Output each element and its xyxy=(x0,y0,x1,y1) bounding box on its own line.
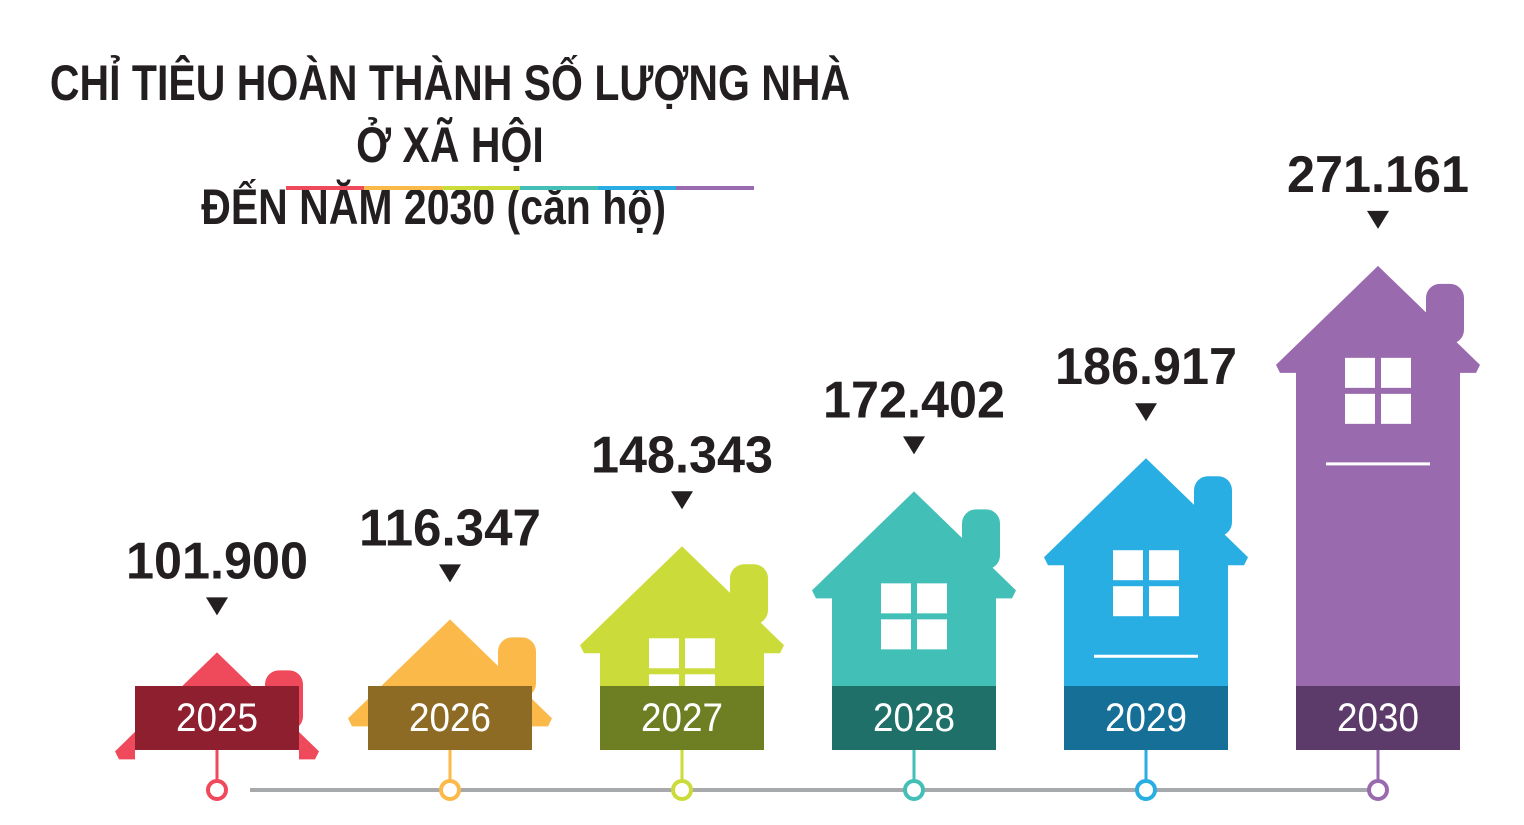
year-band xyxy=(600,686,764,750)
year-band xyxy=(135,686,299,750)
house-window-pane xyxy=(1113,550,1143,581)
year-label: 2028 xyxy=(873,696,955,740)
house-window-pane xyxy=(1381,357,1411,388)
house-window-pane xyxy=(453,747,483,778)
house-bar xyxy=(1276,265,1480,686)
title-underline-segment xyxy=(676,186,754,190)
down-arrow-icon xyxy=(439,564,461,583)
value-label: 186.917 xyxy=(1055,338,1237,396)
year-label: 2030 xyxy=(1337,696,1419,740)
house-window-pane xyxy=(1381,393,1411,424)
title-underline-segment xyxy=(598,186,676,190)
timeline-dot xyxy=(1367,779,1389,801)
title-underline-segment xyxy=(442,186,520,190)
down-arrow-icon xyxy=(671,491,693,510)
value-label: 101.900 xyxy=(126,532,308,590)
house-window-pane xyxy=(649,638,679,669)
timeline-dot xyxy=(671,779,693,801)
year-band xyxy=(1064,686,1228,750)
chart-title-line1: CHỈ TIÊU HOÀN THÀNH SỐ LƯỢNG NHÀ Ở XÃ HỘ… xyxy=(49,55,851,173)
timeline-dot xyxy=(206,779,228,801)
timeline-dot xyxy=(1135,779,1157,801)
title-underline-segment xyxy=(286,186,364,190)
house-window-pane xyxy=(881,619,911,650)
value-label: 116.347 xyxy=(359,499,541,557)
house-window-pane xyxy=(1149,550,1179,581)
down-arrow-icon xyxy=(1367,210,1389,229)
down-arrow-icon xyxy=(1135,403,1157,422)
house-window-pane xyxy=(881,583,911,614)
year-label: 2026 xyxy=(409,696,491,740)
year-band xyxy=(368,686,532,750)
year-label: 2027 xyxy=(641,696,723,740)
house-bar xyxy=(812,491,1016,686)
chart-title: CHỈ TIÊU HOÀN THÀNH SỐ LƯỢNG NHÀ Ở XÃ HỘ… xyxy=(40,52,860,238)
house-window-pane xyxy=(917,583,947,614)
down-arrow-icon xyxy=(903,436,925,455)
house-bar xyxy=(348,619,552,727)
house-window-pane xyxy=(417,747,447,778)
house-window-pane xyxy=(685,638,715,669)
house-bar xyxy=(580,546,784,686)
house-window-pane xyxy=(1345,357,1375,388)
value-label: 172.402 xyxy=(823,371,1005,429)
house-window-pane xyxy=(1149,586,1179,617)
timeline-dot xyxy=(903,779,925,801)
title-underline-segment xyxy=(520,186,598,190)
house-window-pane xyxy=(917,619,947,650)
value-label: 271.161 xyxy=(1287,146,1469,204)
year-label: 2025 xyxy=(176,696,258,740)
house-window-pane xyxy=(1113,586,1143,617)
year-band xyxy=(1296,686,1460,750)
title-underline-segment xyxy=(364,186,442,190)
house-window-pane xyxy=(1345,393,1375,424)
year-label: 2029 xyxy=(1105,696,1187,740)
down-arrow-icon xyxy=(206,597,228,616)
year-band xyxy=(832,686,996,750)
timeline-dot xyxy=(439,779,461,801)
house-bar xyxy=(1044,458,1248,686)
value-label: 148.343 xyxy=(591,426,773,484)
